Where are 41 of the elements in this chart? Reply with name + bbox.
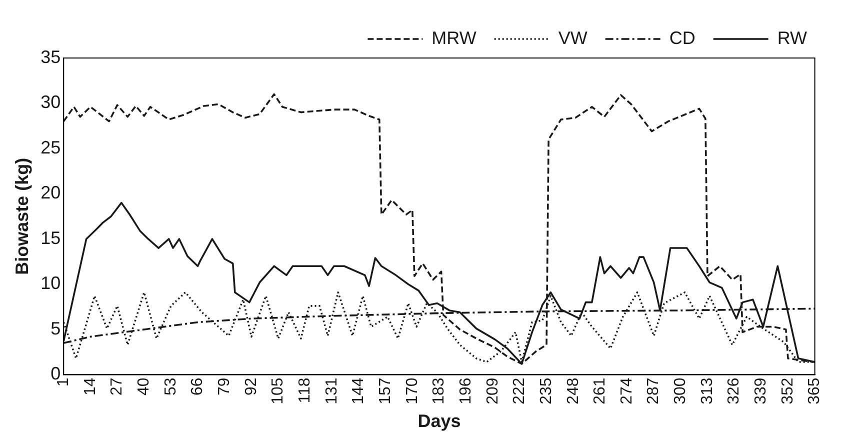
y-tick-label: 15: [40, 228, 61, 248]
y-tick-label: 25: [40, 137, 61, 158]
x-tick-label: 53: [162, 378, 180, 396]
y-tick-label: 30: [40, 92, 61, 112]
x-tick-label: 248: [564, 378, 582, 404]
x-tick-label: 131: [323, 378, 340, 404]
x-tick-label: 14: [82, 378, 99, 396]
x-tick-label: 105: [270, 378, 287, 404]
legend-label: RW: [777, 28, 808, 48]
x-tick-label: 183: [430, 378, 448, 404]
y-tick-label: 10: [40, 273, 61, 294]
x-tick-label: 352: [779, 378, 796, 404]
x-tick-label: 40: [136, 378, 153, 396]
x-tick-label: 157: [376, 378, 394, 404]
x-tick-label: 287: [645, 378, 662, 404]
legend-label: VW: [558, 28, 588, 48]
x-tick-label: 339: [752, 378, 770, 404]
y-tick-label: 35: [40, 46, 61, 67]
y-tick-label: 20: [40, 182, 61, 203]
x-axis-title: Days: [418, 411, 461, 432]
x-tick-label: 196: [457, 378, 474, 404]
x-tick-label: 170: [404, 378, 421, 404]
x-tick-label: 144: [350, 378, 368, 404]
x-tick-label: 300: [672, 378, 690, 404]
y-tick-label: 5: [50, 318, 61, 338]
x-tick-label: 79: [216, 378, 233, 396]
legend-label: CD: [669, 28, 696, 48]
x-tick-label: 222: [511, 378, 528, 404]
x-tick-label: 235: [538, 378, 555, 404]
x-tick-label: 66: [189, 378, 206, 396]
x-tick-label: 365: [806, 378, 824, 404]
x-tick-label: 326: [726, 378, 743, 404]
legend-label: MRW: [432, 28, 476, 48]
y-axis-title: Biowaste (kg): [12, 158, 32, 275]
x-tick-label: 313: [698, 378, 716, 404]
x-tick-label: 118: [296, 378, 314, 404]
x-tick-label: 209: [484, 378, 502, 404]
x-tick-label: 92: [242, 378, 260, 396]
x-tick-label: 274: [618, 378, 636, 404]
x-tick-label: 261: [592, 378, 609, 404]
x-tick-label: 27: [108, 378, 126, 396]
